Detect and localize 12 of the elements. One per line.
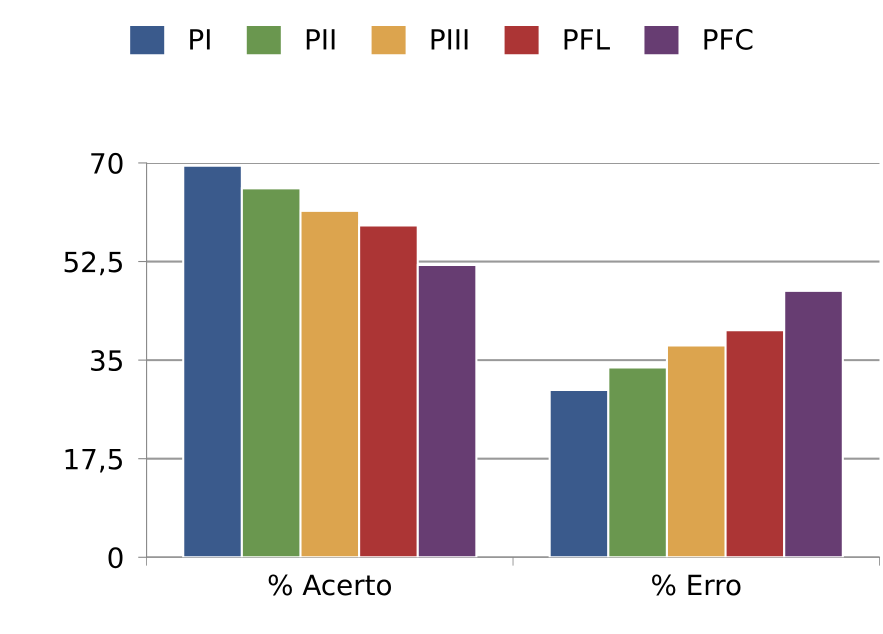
- y-tick-label: 52,5: [64, 251, 122, 276]
- legend-label: PIII: [432, 29, 468, 50]
- legend-label: PII: [306, 29, 334, 50]
- y-tick-label: 17,5: [66, 449, 122, 472]
- y-tick-label: 70: [91, 152, 123, 174]
- x-tick-label: % Erro: [652, 574, 740, 596]
- legend-label: PFL: [564, 29, 610, 50]
- legend-label: PFC: [704, 28, 752, 50]
- x-tick-label: % Acerto: [268, 574, 391, 596]
- legend-label: PI: [190, 29, 210, 50]
- y-tick-label: 0: [108, 547, 123, 568]
- y-tick-label: 35: [91, 350, 122, 372]
